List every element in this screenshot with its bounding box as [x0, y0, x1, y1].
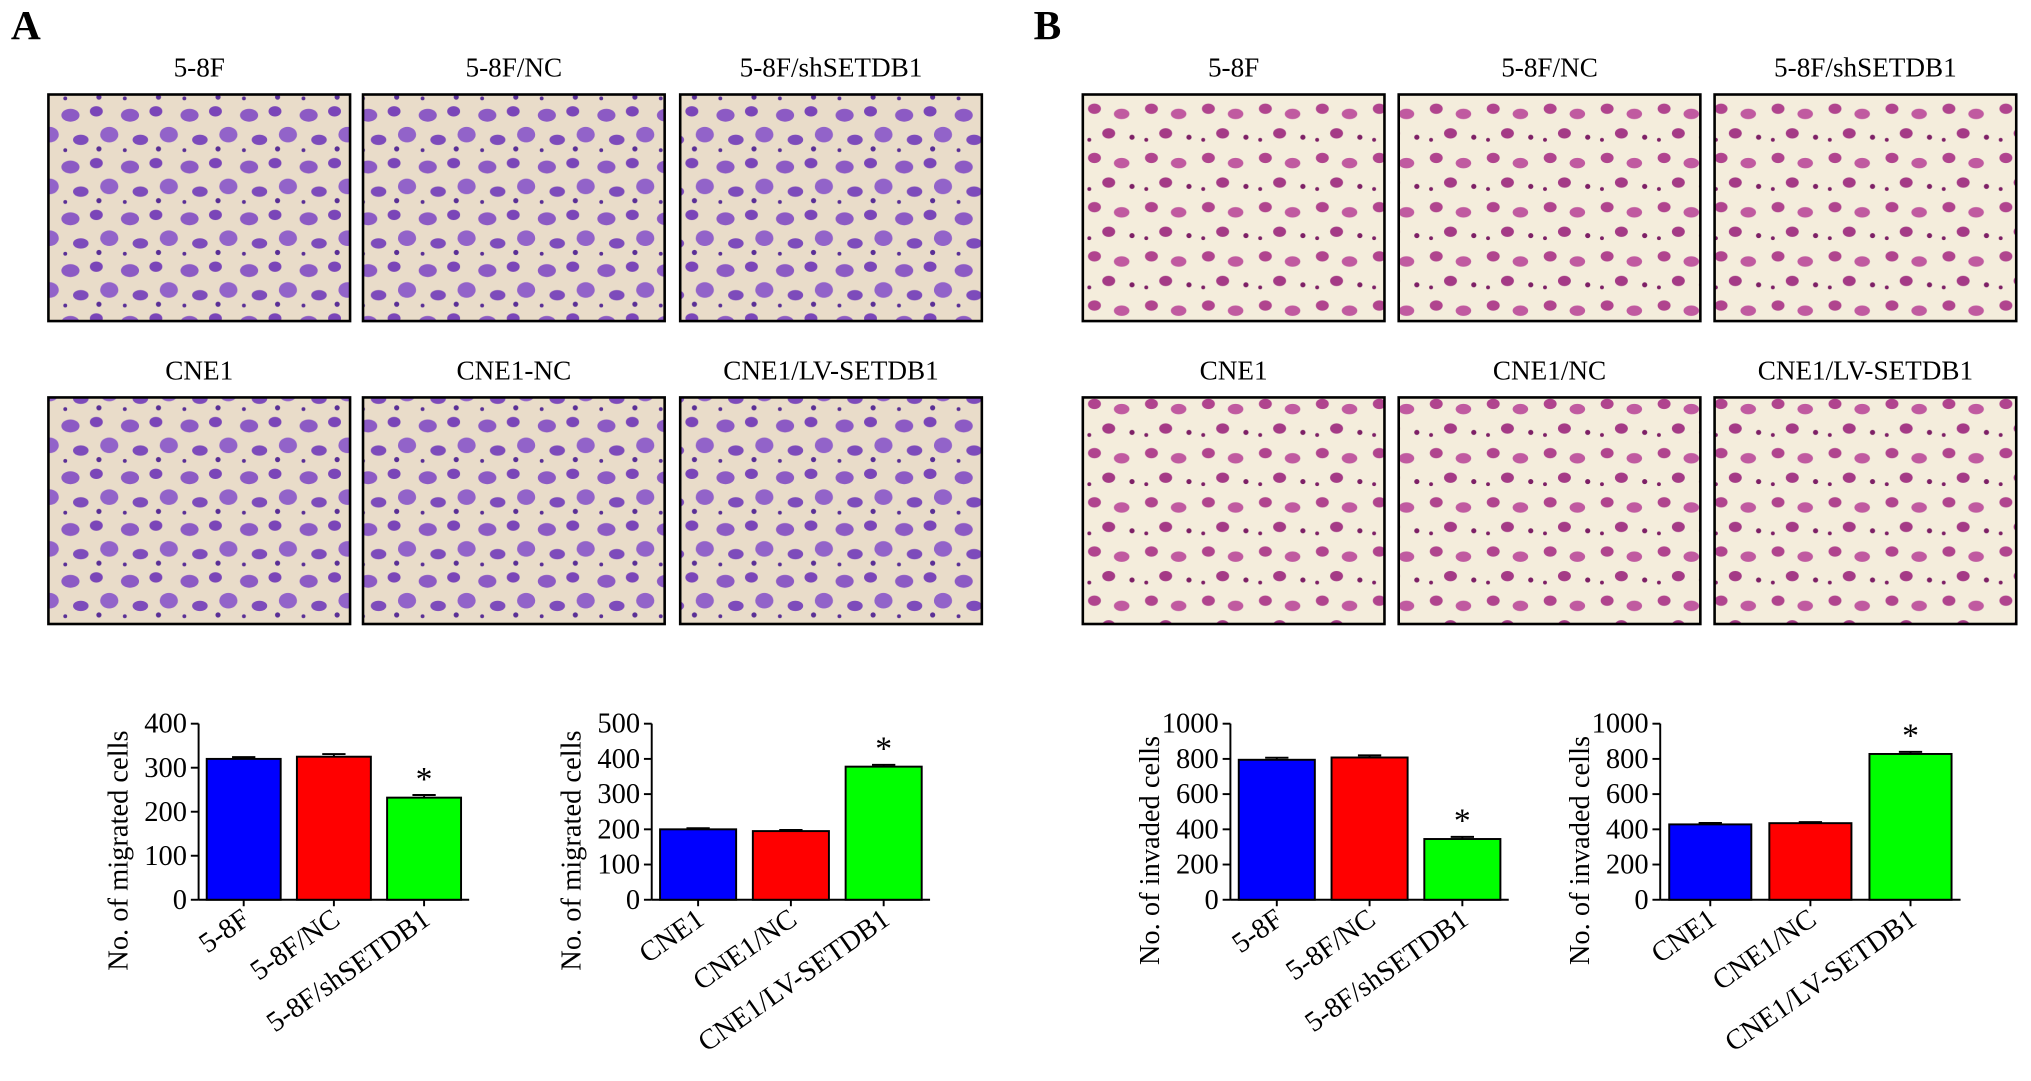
image-caption: CNE1/LV-SETDB1 [1758, 355, 1973, 385]
error-bar [232, 756, 256, 759]
y-axis-label: No. of migrated cells [557, 730, 588, 970]
x-tick-label: CNE1 [1646, 903, 1722, 969]
micrograph [678, 396, 984, 626]
panel-label: B [1034, 2, 1062, 48]
bar [844, 765, 923, 901]
bar [659, 828, 738, 901]
image-caption: CNE1 [165, 355, 233, 385]
x-tick-label: 5-8F/shSETDB1 [1300, 903, 1475, 1038]
image-caption: 5-8F/NC [466, 52, 563, 82]
image-caption: 5-8F [1208, 52, 1259, 82]
error-bar [412, 794, 436, 798]
significance-marker: * [1454, 803, 1471, 840]
bar [205, 757, 282, 901]
y-tick-label: 400 [1176, 814, 1219, 845]
panel-label: A [11, 2, 41, 48]
micrograph [678, 93, 984, 323]
bar [1423, 838, 1502, 901]
y-tick-label: 100 [144, 841, 187, 872]
y-tick-label: 800 [1176, 744, 1219, 775]
error-bar [779, 829, 803, 832]
y-tick-label: 100 [597, 850, 640, 881]
significance-marker: * [416, 761, 433, 798]
x-tick-label: 5-8F [194, 903, 256, 959]
error-bar [872, 763, 896, 767]
y-tick-label: 600 [1606, 779, 1649, 810]
y-tick-label: 1000 [1592, 709, 1649, 740]
micrograph [47, 396, 352, 626]
image-caption: 5-8F/shSETDB1 [1774, 52, 1957, 82]
y-tick-label: 1000 [1162, 709, 1219, 740]
x-tick-label: CNE1 [634, 903, 710, 969]
bar [1668, 823, 1753, 901]
micrograph [1397, 396, 1702, 626]
y-tick-label: 200 [1176, 850, 1219, 881]
significance-marker: * [875, 731, 892, 768]
micrograph [1397, 93, 1702, 323]
micrograph [361, 93, 666, 323]
error-bar [1357, 754, 1382, 758]
y-tick-label: 0 [626, 885, 640, 916]
y-tick-label: 400 [144, 709, 187, 740]
bar [1868, 753, 1953, 901]
image-caption: CNE1-NC [456, 355, 571, 385]
error-bar [322, 753, 346, 757]
y-tick-label: 300 [597, 779, 640, 810]
y-tick-label: 300 [144, 753, 187, 784]
micrograph [361, 396, 666, 626]
y-axis-label: No. of invaded cells [1135, 736, 1166, 965]
image-caption: 5-8F/shSETDB1 [740, 52, 923, 82]
image-caption: CNE1/LV-SETDB1 [723, 355, 938, 385]
micrograph [1081, 93, 1386, 323]
error-bar [1898, 750, 1923, 754]
significance-marker: * [1902, 718, 1919, 755]
y-tick-label: 0 [1634, 885, 1648, 916]
bar [295, 755, 372, 901]
image-caption: 5-8F/NC [1501, 52, 1598, 82]
bar [386, 796, 463, 901]
micrograph [1081, 396, 1386, 626]
y-tick-label: 400 [597, 744, 640, 775]
y-tick-label: 200 [1606, 850, 1649, 881]
micrograph [1713, 396, 2018, 626]
y-tick-label: 600 [1176, 779, 1219, 810]
y-tick-label: 800 [1606, 744, 1649, 775]
bar [1768, 822, 1853, 901]
bar [1237, 758, 1316, 901]
x-tick-label: CNE1/LV-SETDB1 [1720, 903, 1923, 1058]
micrograph [1713, 93, 2018, 323]
image-caption: CNE1/NC [1493, 355, 1606, 385]
image-caption: 5-8F [174, 52, 225, 82]
y-tick-label: 0 [1205, 885, 1219, 916]
error-bar [1450, 835, 1475, 840]
y-tick-label: 500 [597, 709, 640, 740]
y-tick-label: 400 [1606, 814, 1649, 845]
error-bar [1265, 756, 1289, 760]
x-tick-label: 5-8F [1227, 903, 1289, 959]
y-tick-label: 200 [144, 797, 187, 828]
bar [1330, 756, 1409, 901]
y-tick-label: 0 [173, 885, 187, 916]
y-axis-label: No. of invaded cells [1565, 736, 1596, 965]
y-axis-label: No. of migrated cells [103, 730, 134, 970]
micrograph [47, 93, 352, 323]
error-bar [1798, 821, 1823, 824]
image-caption: CNE1 [1200, 355, 1268, 385]
error-bar [1698, 822, 1722, 825]
y-tick-label: 200 [597, 814, 640, 845]
bar [751, 830, 830, 901]
error-bar [686, 827, 710, 830]
x-tick-label: 5-8F/shSETDB1 [261, 903, 436, 1038]
